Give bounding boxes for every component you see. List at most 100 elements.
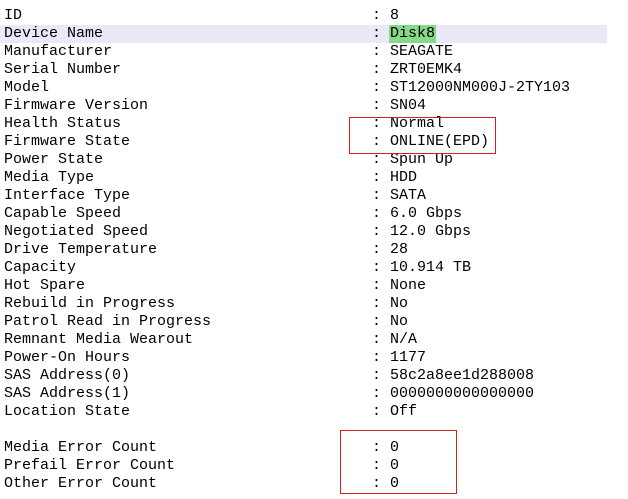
separator: : <box>372 169 382 186</box>
property-row: Rebuild in Progress: No <box>0 295 607 313</box>
separator: : <box>372 457 382 474</box>
property-row: Power-On Hours:1177 <box>0 349 607 367</box>
property-label: SAS Address(0) <box>4 367 131 384</box>
separator: : <box>372 25 382 42</box>
property-value: 58c2a8ee1d288008 <box>390 367 535 384</box>
property-value: 1177 <box>390 349 427 366</box>
property-value: 10.914 TB <box>390 259 472 276</box>
property-value: Disk8 <box>389 25 437 43</box>
property-value: No <box>390 313 409 330</box>
property-value: ZRT0EMK4 <box>390 61 463 78</box>
property-row: Drive Temperature:28 <box>0 241 607 259</box>
property-row: Media Type: HDD <box>0 169 607 187</box>
property-label: Power-On Hours <box>4 349 131 366</box>
property-value: 8 <box>390 7 400 24</box>
property-value: SN04 <box>390 97 427 114</box>
property-label: Manufacturer <box>4 43 113 60</box>
property-value: 6.0 Gbps <box>390 205 463 222</box>
property-label: Firmware Version <box>4 97 149 114</box>
property-row: Capable Speed:6.0 Gbps <box>0 205 607 223</box>
property-row: Manufacturer: SEAGATE <box>0 43 607 61</box>
property-value: SATA <box>390 187 427 204</box>
property-row: Other Error Count:0 <box>0 475 607 493</box>
property-label: Negotiated Speed <box>4 223 149 240</box>
property-value: No <box>390 295 409 312</box>
separator: : <box>372 403 382 420</box>
property-row: Negotiated Speed:12.0 Gbps <box>0 223 607 241</box>
property-row: Media Error Count:0 <box>0 439 607 457</box>
property-value: 0000000000000000 <box>390 385 535 402</box>
separator: : <box>372 241 382 258</box>
property-row: Power State: Spun Up <box>0 151 607 169</box>
property-label: Prefail Error Count <box>4 457 176 474</box>
property-row: Remnant Media Wearout: N/A <box>0 331 607 349</box>
property-row: Capacity:10.914 TB <box>0 259 607 277</box>
separator: : <box>372 475 382 492</box>
property-label: Location State <box>4 403 131 420</box>
highlight-box <box>340 430 457 494</box>
separator: : <box>372 439 382 456</box>
property-label: Device Name <box>4 25 104 42</box>
property-label: ID <box>4 7 23 24</box>
separator: : <box>372 205 382 222</box>
property-label: Other Error Count <box>4 475 158 492</box>
property-value: Off <box>390 403 418 420</box>
property-label: Hot Spare <box>4 277 86 294</box>
separator: : <box>372 79 382 96</box>
property-row: Hot Spare: None <box>0 277 607 295</box>
property-label: Capacity <box>4 259 77 276</box>
property-label: Rebuild in Progress <box>4 295 176 312</box>
separator: : <box>372 97 382 114</box>
property-value: ONLINE(EPD) <box>390 133 490 150</box>
property-row: Firmware State: ONLINE(EPD) <box>0 133 607 151</box>
property-label: Firmware State <box>4 133 131 150</box>
separator: : <box>372 43 382 60</box>
property-value: N/A <box>390 331 418 348</box>
property-row: Location State: Off <box>0 403 607 421</box>
separator: : <box>372 115 382 132</box>
property-value: 12.0 Gbps <box>390 223 472 240</box>
property-label: Serial Number <box>4 61 122 78</box>
separator: : <box>372 295 382 312</box>
property-row: SAS Address(0):58c2a8ee1d288008 <box>0 367 607 385</box>
property-label: Patrol Read in Progress <box>4 313 212 330</box>
separator: : <box>372 61 382 78</box>
property-label: Media Type <box>4 169 95 186</box>
property-value: 0 <box>390 475 400 492</box>
property-label: Health Status <box>4 115 122 132</box>
property-row: Interface Type: SATA <box>0 187 607 205</box>
separator: : <box>372 133 382 150</box>
property-label: Remnant Media Wearout <box>4 331 194 348</box>
property-value: SEAGATE <box>390 43 454 60</box>
property-label: Interface Type <box>4 187 131 204</box>
property-row: Health Status: Normal <box>0 115 607 133</box>
property-row: ID:8 <box>0 7 607 25</box>
separator: : <box>372 223 382 240</box>
property-label: Capable Speed <box>4 205 122 222</box>
property-row: SAS Address(1):0000000000000000 <box>0 385 607 403</box>
property-value: None <box>390 277 427 294</box>
property-value: 0 <box>390 457 400 474</box>
property-value: 0 <box>390 439 400 456</box>
property-row: Patrol Read in Progress: No <box>0 313 607 331</box>
property-value: HDD <box>390 169 418 186</box>
separator: : <box>372 349 382 366</box>
property-value: 28 <box>390 241 409 258</box>
property-row: Serial Number: ZRT0EMK4 <box>0 61 607 79</box>
separator: : <box>372 385 382 402</box>
highlight-box <box>349 117 496 154</box>
property-label: Power State <box>4 151 104 168</box>
property-label: SAS Address(1) <box>4 385 131 402</box>
separator: : <box>372 277 382 294</box>
property-value: ST12000NM000J-2TY103 <box>390 79 571 96</box>
property-value: Normal <box>390 115 445 132</box>
property-row: Firmware Version: SN04 <box>0 97 607 115</box>
property-label: Drive Temperature <box>4 241 158 258</box>
property-label: Model <box>4 79 50 96</box>
property-value: Spun Up <box>390 151 454 168</box>
property-row: Prefail Error Count:0 <box>0 457 607 475</box>
property-row: Model: ST12000NM000J-2TY103 <box>0 79 607 97</box>
separator: : <box>372 313 382 330</box>
separator: : <box>372 259 382 276</box>
